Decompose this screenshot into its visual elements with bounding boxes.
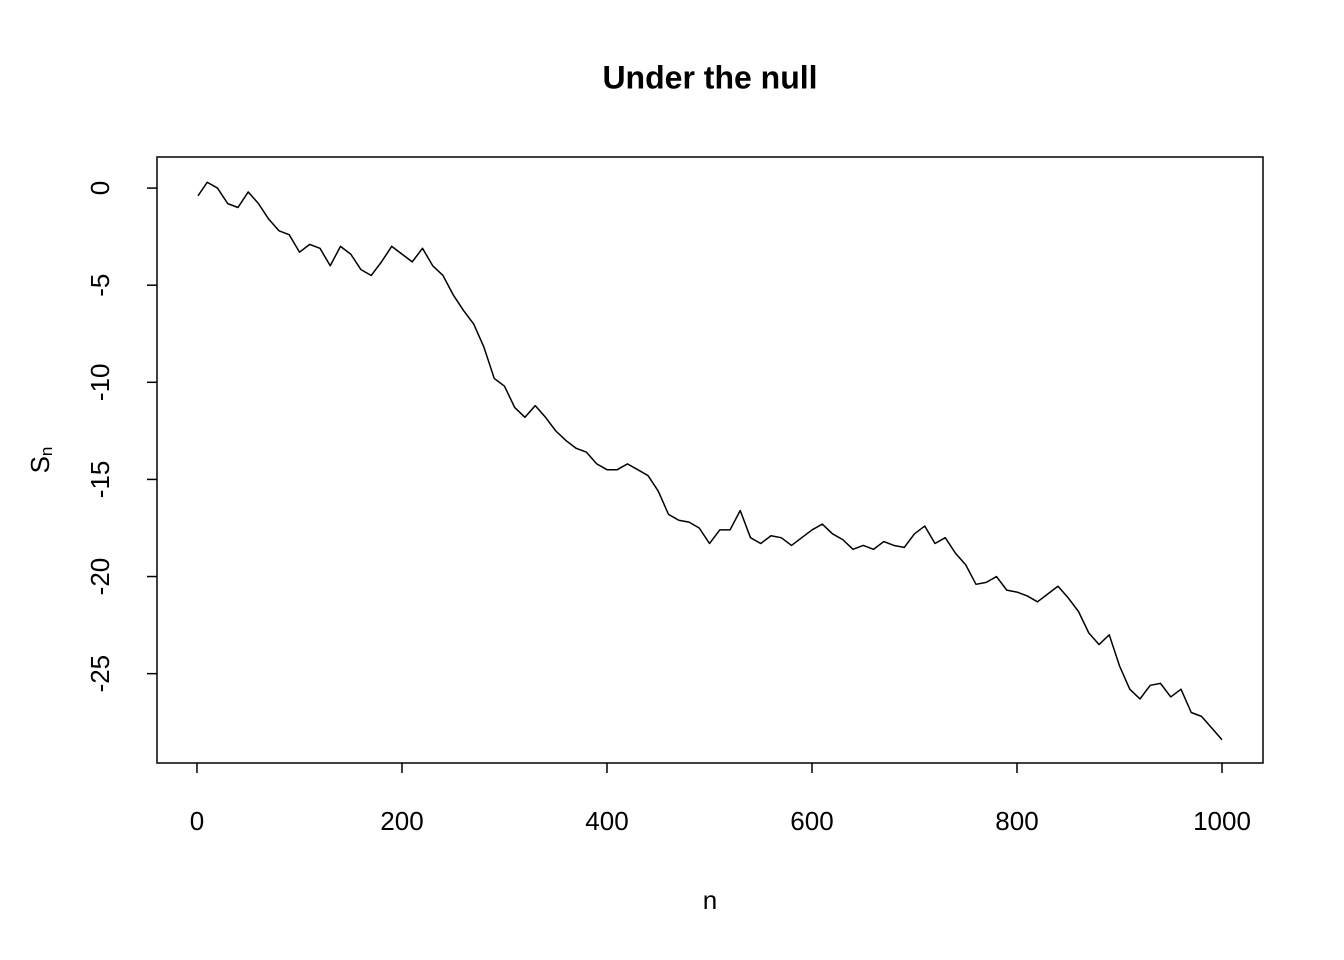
y-axis-label: Sn	[25, 447, 57, 474]
x-tick-label: 800	[995, 806, 1038, 836]
x-tick-label: 400	[585, 806, 628, 836]
y-tick-label: -10	[85, 364, 115, 402]
y-tick-label: -5	[85, 274, 115, 297]
x-tick-label: 200	[380, 806, 423, 836]
y-tick-label: -15	[85, 461, 115, 499]
y-axis-label-main: S	[25, 456, 55, 473]
chart-title: Under the null	[602, 59, 817, 95]
data-line	[197, 181, 1223, 741]
y-axis-label-sub: n	[37, 447, 56, 456]
x-tick-label: 1000	[1193, 806, 1251, 836]
x-axis-label: n	[703, 885, 717, 915]
plot-box	[156, 156, 1264, 764]
x-tick-label: 0	[190, 806, 204, 836]
y-tick-label: -20	[85, 558, 115, 596]
y-tick-label: -25	[85, 655, 115, 693]
y-tick-label: 0	[85, 181, 115, 195]
x-tick-label: 600	[790, 806, 833, 836]
